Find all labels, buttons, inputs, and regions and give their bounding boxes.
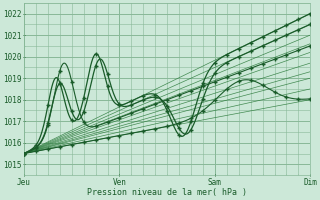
X-axis label: Pression niveau de la mer( hPa ): Pression niveau de la mer( hPa ): [87, 188, 247, 197]
